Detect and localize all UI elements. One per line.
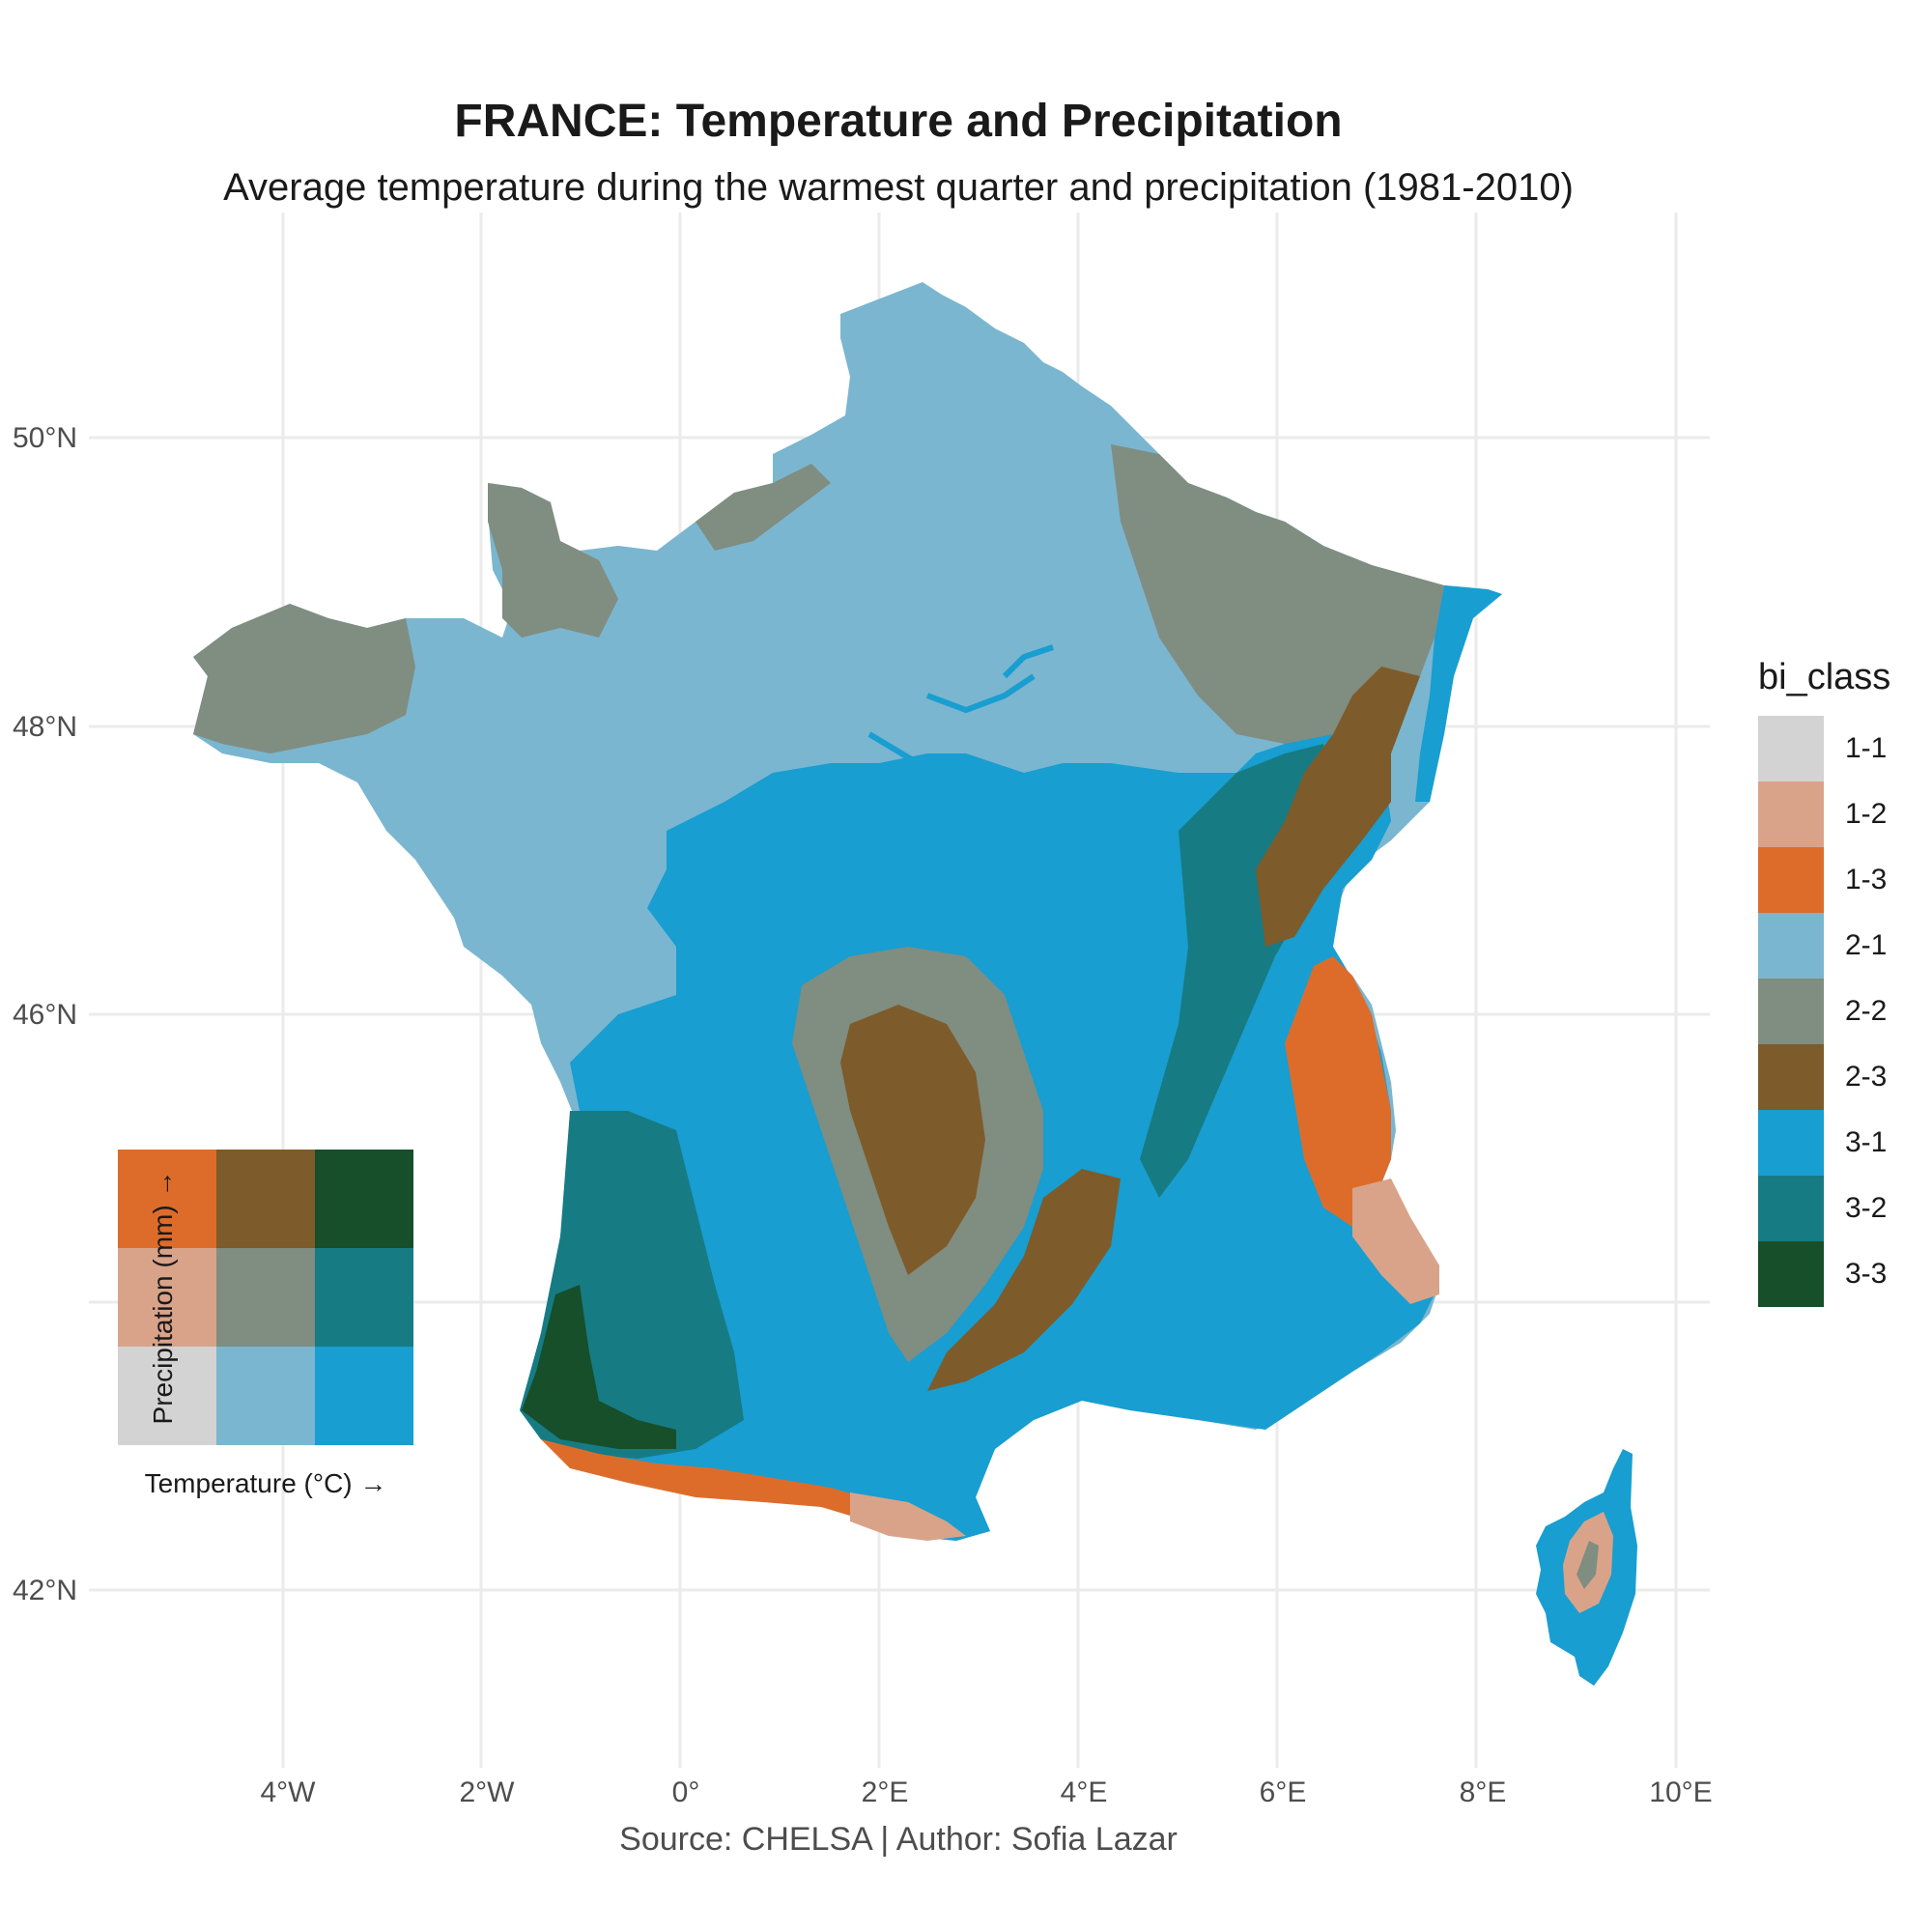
y-axis: 50°N 48°N 46°N 42°N — [13, 422, 77, 1606]
x-tick-label: 10°E — [1649, 1776, 1712, 1808]
legend-swatch — [1758, 913, 1824, 979]
legend-label: 2-2 — [1845, 995, 1888, 1027]
region-2-2-northeast — [1111, 444, 1444, 744]
bivariate-cell — [216, 1248, 315, 1347]
region-1-3-alps — [1285, 956, 1391, 1227]
legend-item: 3-3 — [1758, 1241, 1890, 1307]
legend-label: 1-2 — [1845, 798, 1888, 830]
x-tick-label: 4°W — [261, 1776, 317, 1808]
bivariate-legend-y-label: Precipitation (mm) → — [148, 1170, 178, 1425]
legend-item: 1-2 — [1758, 781, 1890, 847]
source-caption: Source: CHELSA | Author: Sofia Lazar — [619, 1821, 1178, 1858]
region-2-3-cevennes — [927, 1169, 1121, 1391]
legend-swatch — [1758, 1044, 1824, 1110]
legend-item: 1-3 — [1758, 847, 1890, 913]
legend-label: 1-1 — [1845, 732, 1888, 764]
bivariate-cell — [118, 1248, 216, 1347]
legend-swatch — [1758, 716, 1824, 781]
region-3-1-paris-rivers — [867, 644, 1054, 776]
legend-item: 2-2 — [1758, 979, 1890, 1044]
legend-title: bi_class — [1758, 657, 1891, 697]
france-mainland — [193, 282, 1502, 1541]
map-subtitle: Average temperature during the warmest q… — [223, 166, 1574, 209]
bivariate-cell — [118, 1150, 216, 1248]
legend-label: 2-1 — [1845, 929, 1888, 961]
x-tick-label: 0° — [672, 1776, 700, 1808]
legend-item: 3-1 — [1758, 1110, 1890, 1176]
legend-swatch — [1758, 979, 1824, 1044]
region-2-3-vosges — [1333, 647, 1420, 850]
legend-label: 3-1 — [1845, 1126, 1888, 1158]
region-1-2-pyrenees — [850, 1492, 966, 1541]
legend-swatch — [1758, 1110, 1824, 1176]
y-tick-label: 42°N — [13, 1575, 77, 1606]
bivariate-cell — [216, 1347, 315, 1445]
legend-item: 2-1 — [1758, 913, 1890, 979]
legend-item: 2-3 — [1758, 1044, 1890, 1110]
x-tick-label: 6°E — [1260, 1776, 1307, 1808]
legend-label: 3-2 — [1845, 1192, 1888, 1224]
legend-swatch — [1758, 1241, 1824, 1307]
region-2-2-north — [696, 464, 831, 551]
bivariate-cell — [216, 1150, 315, 1248]
legend-swatch — [1758, 781, 1824, 847]
x-tick-label: 4°E — [1061, 1776, 1108, 1808]
bi-class-legend: bi_class 1-1 1-2 1-3 2-1 2-2 2-3 3-1 3-2… — [1758, 657, 1890, 1307]
legend-label: 3-3 — [1845, 1258, 1888, 1290]
bivariate-cell — [315, 1150, 413, 1248]
bivariate-cell — [315, 1347, 413, 1445]
region-2-3-massif-central — [840, 1005, 985, 1275]
region-3-3-landes — [522, 1285, 676, 1449]
region-2-2-normandy — [488, 483, 618, 638]
bivariate-cell — [315, 1248, 413, 1347]
x-axis: 4°W 2°W 0° 2°E 4°E 6°E 8°E 10°E — [261, 1776, 1713, 1808]
bivariate-cell — [118, 1347, 216, 1445]
region-1-3-pyrenees — [541, 1439, 898, 1521]
map-title: FRANCE: Temperature and Precipitation — [454, 96, 1343, 147]
bivariate-legend-x-label: Temperature (°C) → — [144, 1468, 387, 1498]
region-corsica-peaks — [1577, 1541, 1599, 1589]
legend-item: 1-1 — [1758, 716, 1890, 781]
x-tick-label: 2°E — [862, 1776, 909, 1808]
bivariate-legend-grid — [118, 1150, 413, 1445]
y-tick-label: 46°N — [13, 999, 77, 1031]
region-3-1-alsace — [1415, 585, 1502, 802]
bivariate-legend-y-label-wrap: Precipitation (mm) → — [15, 1150, 311, 1445]
x-tick-label: 2°W — [460, 1776, 516, 1808]
y-tick-label: 50°N — [13, 422, 77, 454]
corsica — [1536, 1449, 1637, 1686]
legend-swatch — [1758, 1176, 1824, 1241]
legend-item: 3-2 — [1758, 1176, 1890, 1241]
region-1-2-alps-south — [1352, 1179, 1439, 1304]
legend-label: 1-3 — [1845, 864, 1888, 895]
legend-label: 2-3 — [1845, 1061, 1888, 1093]
x-tick-label: 8°E — [1460, 1776, 1507, 1808]
y-tick-label: 48°N — [13, 711, 77, 743]
bivariate-legend: Precipitation (mm) → Temperature (°C) → — [118, 1150, 413, 1498]
region-2-2-brittany — [193, 604, 415, 753]
legend-swatch — [1758, 847, 1824, 913]
